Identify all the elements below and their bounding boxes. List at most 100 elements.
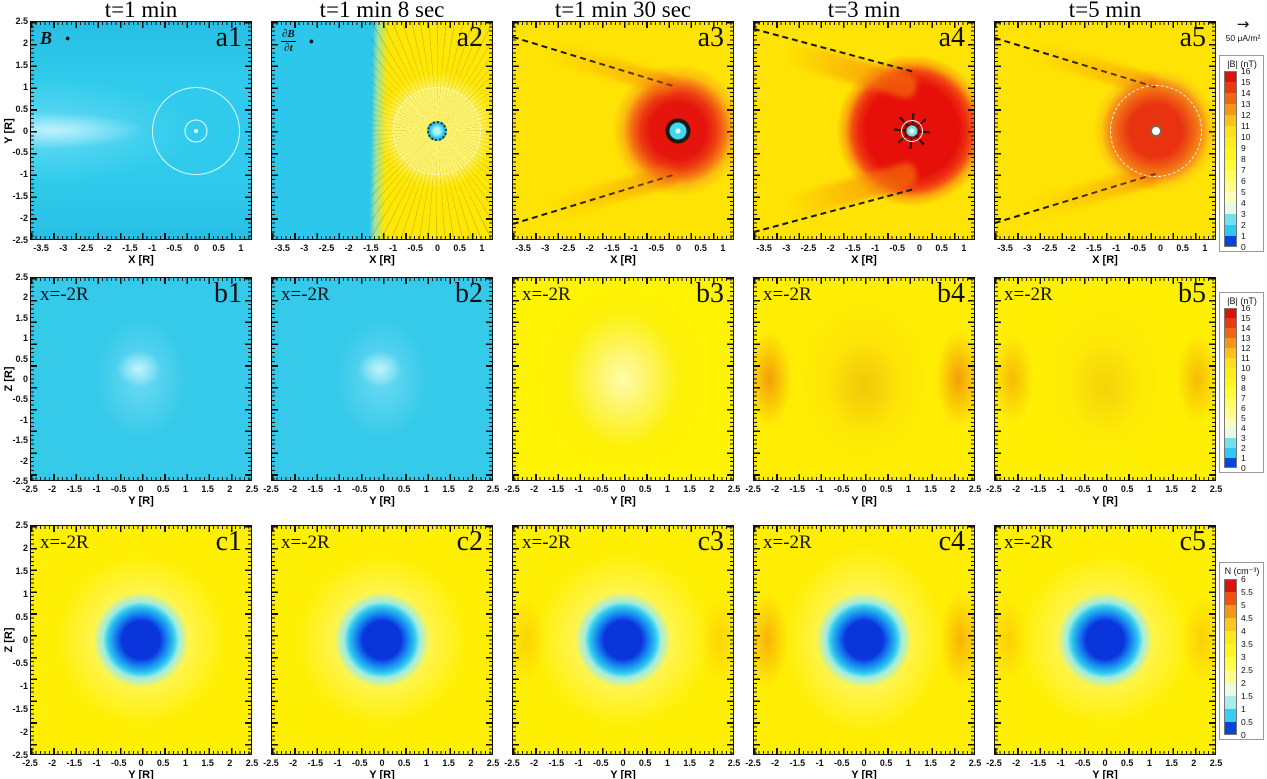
x-tick-label: 0 (861, 758, 867, 768)
colorbar-tick-label: 6 (1241, 403, 1246, 413)
x-tick-label: 0 (138, 758, 144, 768)
vector-reference-dot-icon: ● (308, 35, 315, 46)
x-tick-label: 1.5 (201, 484, 214, 494)
colorbar-segment (1224, 203, 1237, 214)
x-tick-label: 2 (1191, 758, 1197, 768)
colorbar-segment (1224, 644, 1237, 657)
y-tick-label: 2 (22, 292, 28, 303)
x-tick-label: -0.5 (1130, 243, 1147, 253)
x-tick-label: -1 (1112, 243, 1121, 253)
x-axis-label: Y [R] (128, 495, 154, 507)
y-tick-label: -2 (19, 727, 28, 737)
axis-tick-marks (754, 22, 974, 239)
x-tick-label: 0 (1157, 243, 1164, 253)
colorbar-tick-label: 16 (1241, 66, 1251, 76)
colorbar-segment (1224, 448, 1237, 458)
x-tick-label: -2 (530, 484, 539, 494)
x-tick-label: -2.5 (745, 484, 761, 494)
x-tick-label: 0.5 (879, 484, 893, 494)
y-tick-label: 0.5 (15, 353, 28, 364)
x-tick-label: -2 (771, 758, 780, 768)
x-tick-label: 1.5 (442, 758, 455, 768)
x-tick-label: 0 (620, 758, 626, 768)
x-tick-label: -2 (530, 758, 539, 768)
colorbar-segment (1224, 348, 1237, 358)
colorbar-tick-label: 4 (1241, 423, 1246, 433)
colorbar-segment (1224, 214, 1237, 225)
colorbar-tick-label: 14 (1241, 88, 1251, 98)
x-tick-label: -1.5 (66, 484, 83, 494)
x-tick-label: 1.5 (1165, 758, 1178, 768)
streak-b-decoration (513, 164, 679, 231)
panel-a2-plot: ∂B ∂t ● a2 (271, 21, 493, 240)
x-tick-label: -2 (103, 243, 112, 253)
x-tick-label: -2.5 (504, 484, 520, 494)
x-tick-label: -0.5 (1075, 484, 1091, 494)
x-tick-label: 1.5 (1165, 484, 1178, 494)
x-tick-label: 0 (1102, 484, 1108, 494)
x-tick-label: -1 (148, 243, 157, 253)
panel-annotation: x=-2R (281, 532, 330, 554)
colorbar-gradient: 16 15 14 13 12 11 10 9 8 7 6 5 4 3 2 1 0 (1224, 303, 1261, 473)
x-tick-label: -1.5 (789, 484, 806, 494)
colorbar-segment (1224, 418, 1237, 428)
x-tick-label: -1 (871, 243, 880, 253)
panel-b5-plot: x=-2R b5 (994, 277, 1216, 481)
colorbar-tick-label: 3.5 (1241, 639, 1253, 649)
colorbar-segment (1224, 579, 1237, 592)
colorbar-title: N (cm⁻³) (1224, 566, 1260, 576)
x-axis-label: Y [R] (1092, 769, 1118, 779)
colorbar-segment (1224, 192, 1237, 203)
x-axis-label: Y [R] (851, 495, 877, 507)
x-tick-label: 1 (664, 484, 670, 494)
x-tick-label: -2 (771, 484, 780, 494)
y-tick-label: 0.5 (15, 612, 28, 622)
x-tick-label: 2 (709, 484, 715, 494)
y-tick-label: 1 (22, 81, 28, 92)
annotation-text: x=-2R (522, 532, 571, 553)
x-tick-label: -2 (48, 758, 57, 768)
x-tick-label: -0.5 (593, 758, 609, 768)
panel-title: t=5 min (1068, 0, 1142, 22)
x-tick-label: -2.5 (318, 243, 335, 253)
colorbar-segment (1224, 670, 1237, 683)
colorbar-segment (1224, 115, 1237, 126)
x-tick-label: 0.5 (935, 243, 948, 253)
x-tick-label: -0.5 (1075, 758, 1091, 768)
y-tick-label: -2.5 (12, 750, 28, 760)
x-tick-label: 0 (434, 243, 441, 253)
annotation-text: x=-2R (763, 284, 812, 305)
colorbar-tick-label: 11 (1241, 121, 1250, 131)
x-tick-label: -1.5 (307, 758, 324, 768)
x-axis-label: Y [R] (128, 769, 154, 779)
rays-decoration (371, 22, 492, 239)
y-tick-label: -1 (19, 414, 28, 425)
panel-annotation: x=-2R (763, 284, 812, 306)
annotation-text: x=-2R (763, 532, 812, 553)
x-tick-label: -2.5 (22, 758, 38, 768)
colorbar-segment (1224, 398, 1237, 408)
x-tick-label: -0.5 (111, 484, 127, 494)
x-tick-label: -2.5 (77, 243, 94, 253)
annotation-text: x=-2R (1004, 532, 1053, 553)
x-tick-label: 1 (905, 484, 911, 494)
axis-tick-marks (31, 526, 251, 754)
colorbar-gradient: 6 5.5 5 4.5 4 3.5 3 2.5 2 1.5 1 0.5 0 (1224, 574, 1261, 740)
x-tick-label: -1 (333, 758, 342, 768)
colorbar-tick-label: 1 (1241, 704, 1246, 714)
cone-b-decoration (995, 172, 1156, 224)
panel-c2-plot: x=-2R c2 (271, 525, 493, 755)
x-tick-label: -1 (1056, 484, 1065, 494)
panel-label: b3 (696, 278, 724, 309)
colorbar-tick-label: 11 (1241, 353, 1250, 363)
colorbar-segment (1224, 605, 1237, 618)
y-tick-label: -2.5 (12, 476, 28, 486)
dash88-decoration (1109, 84, 1202, 177)
annotation-text: x=-2R (40, 532, 89, 553)
x-tick-label: 1 (664, 758, 670, 768)
colorbar-tick-label: 13 (1241, 333, 1251, 343)
x-tick-label: 1.5 (924, 484, 937, 494)
y-axis-label: Z [R] (3, 366, 15, 392)
y-tick-label: 0.5 (15, 103, 28, 114)
axis-tick-marks (995, 22, 1215, 239)
